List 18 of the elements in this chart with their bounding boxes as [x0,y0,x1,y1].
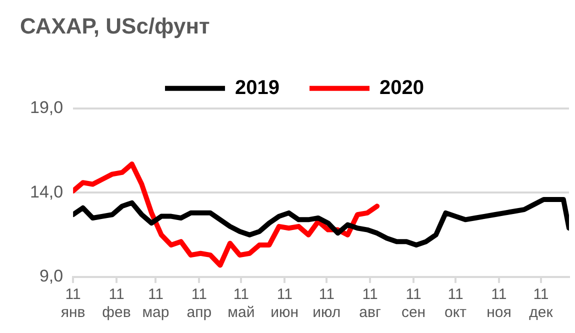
x-tick-label: 11 авг [359,286,382,322]
x-tick-label: 11 май [228,286,255,322]
x-tick-label: 11 фев [102,286,131,322]
x-tick-label: 11 сен [401,286,426,322]
x-tick-label: 11 ноя [486,286,512,322]
x-tick-label: 11 янв [60,286,86,322]
legend-label: 2019 [235,76,280,99]
y-tick-label: 9,0 [39,266,64,286]
x-tick-label: 11 дек [529,286,554,322]
chart-title: САХАР, USc/фунт [20,13,210,38]
legend-label: 2020 [380,76,424,99]
x-tick-label: 11 мар [142,286,170,322]
x-tick-label: 11 июн [270,286,299,322]
x-tick-label: 11 окт [444,286,467,322]
x-tick-label: 11 июл [312,286,341,322]
x-tick-label: 11 апр [186,286,212,322]
y-tick-label: 19,0 [30,98,64,118]
y-tick-label: 14,0 [30,182,64,202]
